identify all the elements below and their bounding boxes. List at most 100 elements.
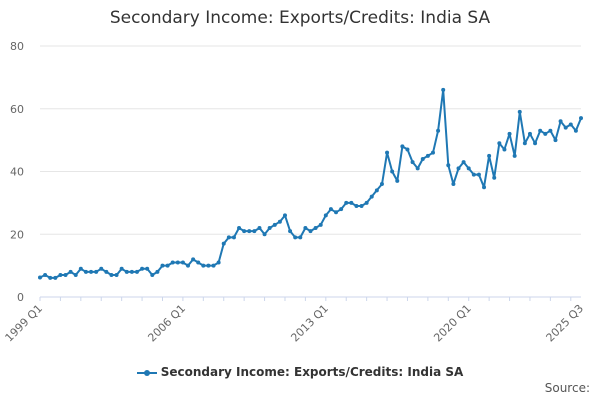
data-point[interactable] bbox=[201, 263, 206, 268]
data-point[interactable] bbox=[517, 109, 522, 114]
data-point[interactable] bbox=[446, 163, 451, 168]
data-point[interactable] bbox=[436, 128, 441, 133]
data-point[interactable] bbox=[145, 266, 150, 271]
data-point[interactable] bbox=[237, 225, 242, 230]
data-point[interactable] bbox=[364, 200, 369, 205]
data-point[interactable] bbox=[114, 273, 119, 278]
data-point[interactable] bbox=[170, 260, 175, 265]
data-point[interactable] bbox=[216, 260, 221, 265]
data-point[interactable] bbox=[303, 225, 308, 230]
data-point[interactable] bbox=[308, 229, 313, 234]
data-point[interactable] bbox=[180, 260, 185, 265]
data-point[interactable] bbox=[63, 273, 68, 278]
legend[interactable]: Secondary Income: Exports/Credits: India… bbox=[0, 365, 600, 379]
data-point[interactable] bbox=[487, 153, 492, 158]
data-point[interactable] bbox=[476, 172, 481, 177]
data-point[interactable] bbox=[247, 229, 252, 234]
data-point[interactable] bbox=[502, 147, 507, 152]
data-point[interactable] bbox=[323, 213, 328, 218]
data-point[interactable] bbox=[262, 232, 267, 237]
data-point[interactable] bbox=[579, 116, 583, 121]
data-point[interactable] bbox=[38, 275, 42, 280]
data-point[interactable] bbox=[89, 269, 94, 274]
data-point[interactable] bbox=[548, 128, 553, 133]
data-point[interactable] bbox=[543, 131, 548, 136]
data-point[interactable] bbox=[242, 229, 247, 234]
data-point[interactable] bbox=[48, 275, 53, 280]
data-point[interactable] bbox=[390, 169, 395, 174]
data-point[interactable] bbox=[211, 263, 216, 268]
data-point[interactable] bbox=[328, 207, 333, 212]
data-point[interactable] bbox=[553, 138, 558, 143]
data-point[interactable] bbox=[191, 257, 196, 262]
data-point[interactable] bbox=[196, 260, 201, 265]
data-point[interactable] bbox=[359, 204, 364, 209]
data-point[interactable] bbox=[78, 266, 83, 271]
data-point[interactable] bbox=[334, 210, 339, 215]
data-point[interactable] bbox=[104, 269, 109, 274]
data-point[interactable] bbox=[288, 229, 293, 234]
data-point[interactable] bbox=[497, 141, 502, 146]
data-point[interactable] bbox=[466, 166, 471, 171]
data-point[interactable] bbox=[175, 260, 180, 265]
data-point[interactable] bbox=[298, 235, 303, 240]
data-point[interactable] bbox=[405, 147, 410, 152]
data-point[interactable] bbox=[538, 128, 543, 133]
data-point[interactable] bbox=[568, 122, 573, 127]
data-point[interactable] bbox=[507, 131, 512, 136]
data-point[interactable] bbox=[43, 273, 48, 278]
data-point[interactable] bbox=[109, 273, 114, 278]
data-point[interactable] bbox=[83, 269, 88, 274]
data-point[interactable] bbox=[415, 166, 420, 171]
data-point[interactable] bbox=[313, 225, 318, 230]
data-point[interactable] bbox=[522, 141, 527, 146]
data-point[interactable] bbox=[155, 269, 160, 274]
data-point[interactable] bbox=[533, 141, 538, 146]
data-point[interactable] bbox=[410, 160, 415, 165]
data-point[interactable] bbox=[395, 178, 400, 183]
data-point[interactable] bbox=[512, 153, 517, 158]
data-point[interactable] bbox=[420, 156, 425, 161]
data-point[interactable] bbox=[425, 153, 430, 158]
data-point[interactable] bbox=[349, 200, 354, 205]
data-point[interactable] bbox=[456, 166, 461, 171]
data-point[interactable] bbox=[267, 225, 272, 230]
data-point[interactable] bbox=[385, 150, 390, 155]
data-point[interactable] bbox=[471, 172, 476, 177]
data-point[interactable] bbox=[573, 128, 578, 133]
data-point[interactable] bbox=[563, 125, 568, 130]
data-point[interactable] bbox=[369, 194, 374, 199]
data-point[interactable] bbox=[150, 273, 155, 278]
data-point[interactable] bbox=[221, 241, 226, 246]
data-point[interactable] bbox=[482, 185, 487, 190]
data-point[interactable] bbox=[558, 119, 563, 124]
data-point[interactable] bbox=[257, 225, 262, 230]
data-point[interactable] bbox=[186, 263, 191, 268]
data-point[interactable] bbox=[165, 263, 170, 268]
data-point[interactable] bbox=[119, 266, 124, 271]
data-point[interactable] bbox=[400, 144, 405, 149]
data-point[interactable] bbox=[68, 269, 73, 274]
data-point[interactable] bbox=[231, 235, 236, 240]
data-point[interactable] bbox=[140, 266, 145, 271]
data-point[interactable] bbox=[134, 269, 139, 274]
data-point[interactable] bbox=[206, 263, 211, 268]
credits[interactable]: Source: bbox=[544, 381, 590, 395]
data-point[interactable] bbox=[318, 222, 323, 227]
data-point[interactable] bbox=[124, 269, 129, 274]
data-point[interactable] bbox=[277, 219, 282, 224]
data-point[interactable] bbox=[344, 200, 349, 205]
data-point[interactable] bbox=[374, 188, 379, 193]
data-point[interactable] bbox=[492, 175, 497, 180]
data-point[interactable] bbox=[282, 213, 287, 218]
data-point[interactable] bbox=[451, 182, 456, 187]
data-point[interactable] bbox=[379, 182, 384, 187]
data-point[interactable] bbox=[293, 235, 298, 240]
data-point[interactable] bbox=[73, 273, 78, 278]
data-point[interactable] bbox=[430, 150, 435, 155]
data-point[interactable] bbox=[99, 266, 104, 271]
data-point[interactable] bbox=[53, 275, 58, 280]
data-point[interactable] bbox=[252, 229, 257, 234]
data-point[interactable] bbox=[272, 222, 277, 227]
data-point[interactable] bbox=[226, 235, 231, 240]
